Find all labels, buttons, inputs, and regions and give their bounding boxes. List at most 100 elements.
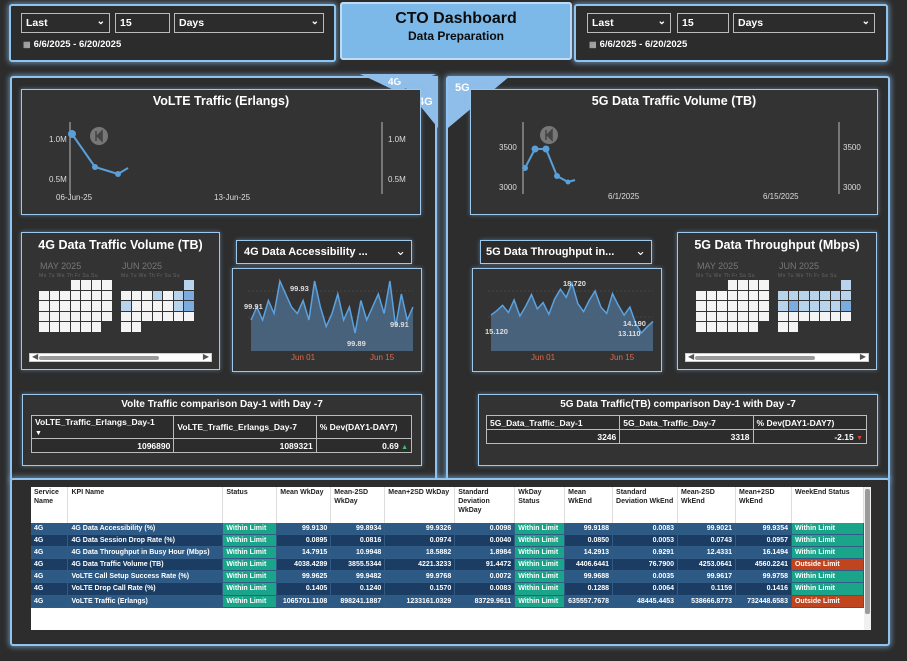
access-4g-dropdown-label: 4G Data Accessibility ... bbox=[244, 246, 368, 258]
access-4g-label-left: 99.91 bbox=[244, 302, 263, 311]
kpi-cell: 0.1570 bbox=[384, 582, 456, 596]
volte-cmp-h2[interactable]: VoLTE_Traffic_Erlangs_Day-7 bbox=[173, 415, 317, 439]
kpi-col-header[interactable]: Mean-2SD WkDay bbox=[330, 487, 386, 523]
kpi-cell: 0.0083 bbox=[454, 582, 516, 596]
fiveg-cmp-h2[interactable]: 5G_Data_Traffic_Day-7 bbox=[619, 415, 754, 430]
access-4g-x-tick-1: Jun 01 bbox=[291, 353, 316, 362]
volte-cmp-h1[interactable]: VoLTE_Traffic_Erlangs_Day-1 ▼ bbox=[30, 415, 175, 439]
kpi-cell: 4406.6441 bbox=[564, 558, 614, 572]
volte-cmp-dev: 0.69 bbox=[382, 440, 399, 451]
kpi-col-header[interactable]: Mean+2SD WkDay bbox=[384, 487, 456, 523]
table-row[interactable]: 4G VoLTE Call Setup Success Rate (%) Withi… bbox=[31, 570, 865, 584]
thru-5g-x-tick-1: Jun 01 bbox=[531, 353, 556, 362]
right-date-range[interactable]: ▦ 6/6/2025 - 6/20/2025 bbox=[589, 39, 687, 50]
kpi-cell: Within Limit bbox=[791, 523, 865, 536]
table-row[interactable]: 4G 4G Data Session Drop Rate (%) Within Li… bbox=[31, 534, 865, 548]
table-row[interactable]: 4G 4G Data Accessibility (%) Within Limit 9… bbox=[31, 523, 865, 536]
kpi-cell: Within Limit bbox=[222, 570, 278, 584]
scroll-right-icon[interactable]: ▶ bbox=[202, 352, 209, 361]
thru-5g-dropdown[interactable]: 5G Data Throughput in... ⌄ bbox=[480, 240, 652, 264]
cal-4g-may-grid bbox=[39, 280, 112, 332]
kpi-cell: 91.4472 bbox=[454, 558, 516, 572]
left-date-range-text: 6/6/2025 - 6/20/2025 bbox=[33, 39, 122, 50]
kpi-col-header[interactable]: Standard Deviation WkEnd bbox=[612, 487, 679, 523]
volte-cmp-h3[interactable]: % Dev(DAY1-DAY7) bbox=[315, 415, 413, 439]
kpi-cell: Within Limit bbox=[222, 558, 278, 572]
kpi-cell: Within Limit bbox=[514, 534, 566, 548]
kpi-col-header[interactable]: Standard Deviation WkDay bbox=[454, 487, 516, 523]
fiveg-volume-line-chart bbox=[522, 122, 840, 194]
table-row[interactable]: 4G VoLTE Drop Call Rate (%) Within Limit 0.… bbox=[31, 582, 865, 596]
calendar-icon: ▦ bbox=[23, 40, 31, 49]
left-count-value: 15 bbox=[120, 17, 132, 29]
fiveg-cmp-dev: -2.15 bbox=[834, 431, 854, 442]
fiveg-cmp-h3[interactable]: % Dev(DAY1-DAY7) bbox=[752, 415, 868, 430]
kpi-cell: Within Limit bbox=[791, 570, 865, 584]
kpi-col-header[interactable]: Status bbox=[222, 487, 278, 523]
kpi-col-header[interactable]: Mean WkDay bbox=[276, 487, 332, 523]
left-date-range[interactable]: ▦ 6/6/2025 - 6/20/2025 bbox=[23, 39, 121, 50]
sort-icon: ▼ bbox=[35, 430, 42, 437]
kpi-cell: 4G bbox=[31, 534, 69, 548]
left-period-select[interactable]: Last ⌄ bbox=[21, 13, 110, 33]
kpi-cell: 898241.1887 bbox=[330, 595, 386, 608]
kpi-cell: 1065701.1108 bbox=[276, 595, 332, 608]
right-count-input[interactable]: 15 bbox=[677, 13, 729, 33]
kpi-col-header[interactable]: WkDay Status bbox=[514, 487, 566, 523]
table-row[interactable]: 4G 4G Data Throughput in Busy Hour (Mbps)… bbox=[31, 546, 865, 560]
access-4g-dropdown[interactable]: 4G Data Accessibility ... ⌄ bbox=[236, 240, 412, 264]
cal-4g-scroll-thumb[interactable] bbox=[39, 356, 159, 360]
left-period-label: Last bbox=[26, 17, 48, 29]
kpi-cell: 4G bbox=[31, 523, 69, 536]
volte-y-left-1: 1.0M bbox=[49, 135, 67, 144]
thru-5g-area-chart bbox=[488, 280, 654, 351]
kpi-col-header[interactable]: Service Name bbox=[31, 487, 69, 523]
kpi-cell: 48445.4453 bbox=[612, 595, 679, 608]
kpi-col-header[interactable]: Mean-2SD WkEnd bbox=[677, 487, 736, 523]
kpi-col-header[interactable]: Mean WkEnd bbox=[564, 487, 614, 523]
kpi-cell: 99.9758 bbox=[735, 570, 792, 584]
kpi-cell: VoLTE Traffic (Erlangs) bbox=[67, 595, 224, 608]
fiveg-y-left-1: 3500 bbox=[499, 143, 517, 152]
scroll-left-icon[interactable]: ◀ bbox=[688, 352, 695, 361]
right-unit-select[interactable]: Days ⌄ bbox=[733, 13, 875, 33]
right-unit-label: Days bbox=[738, 17, 764, 29]
kpi-vscroll-thumb[interactable] bbox=[865, 489, 870, 614]
scroll-right-icon[interactable]: ▶ bbox=[859, 352, 866, 361]
kpi-col-header[interactable]: KPI Name bbox=[67, 487, 224, 523]
access-4g-label-right: 99.91 bbox=[390, 320, 409, 329]
fiveg-cmp-h1[interactable]: 5G_Data_Traffic_Day-1 bbox=[485, 415, 621, 430]
kpi-col-header[interactable]: WeekEnd Status bbox=[791, 487, 865, 523]
cal-5g-hscroll[interactable]: ◀ ▶ bbox=[685, 352, 869, 362]
kpi-vscroll[interactable] bbox=[864, 487, 871, 630]
cal-4g-month2: JUN 2025 bbox=[122, 261, 163, 271]
header-label: VoLTE_Traffic_Erlangs_Day-1 bbox=[35, 417, 155, 427]
volte-cmp-table: VoLTE_Traffic_Erlangs_Day-1 ▼ VoLTE_Traff… bbox=[30, 415, 413, 453]
cal-4g-hscroll[interactable]: ◀ ▶ bbox=[29, 352, 212, 362]
kpi-col-header[interactable]: Mean+2SD WkEnd bbox=[735, 487, 792, 523]
table-row[interactable]: 4G 4G Data Traffic Volume (TB) Within Limi… bbox=[31, 558, 865, 572]
kpi-cell: 0.0035 bbox=[612, 570, 679, 584]
fiveg-x-tick-2: 6/15/2025 bbox=[763, 192, 799, 201]
kpi-cell: 0.1405 bbox=[276, 582, 332, 596]
table-header-row: 5G_Data_Traffic_Day-1 5G_Data_Traffic_Da… bbox=[485, 415, 868, 430]
table-row[interactable]: 4G VoLTE Traffic (Erlangs) Within Limit 106… bbox=[31, 595, 865, 608]
left-unit-select[interactable]: Days ⌄ bbox=[174, 13, 324, 33]
kpi-cell: 99.9021 bbox=[677, 523, 736, 536]
tab-4g-label: 4G bbox=[418, 96, 433, 108]
access-4g-card: 99.91 99.93 99.89 99.91 Jun 01 Jun 15 bbox=[232, 268, 422, 372]
kpi-cell: Within Limit bbox=[514, 558, 566, 572]
kpi-cell: 12.4331 bbox=[677, 546, 736, 560]
kpi-cell: 99.9768 bbox=[384, 570, 456, 584]
right-period-select[interactable]: Last ⌄ bbox=[587, 13, 671, 33]
scroll-left-icon[interactable]: ◀ bbox=[32, 352, 39, 361]
volte-cmp-v2: 1089321 bbox=[173, 438, 317, 453]
volte-traffic-title: VoLTE Traffic (Erlangs) bbox=[152, 94, 290, 108]
kpi-cell: Outside Limit bbox=[791, 595, 865, 608]
volte-cmp-v3: 0.69 ▲ bbox=[315, 438, 413, 453]
left-count-input[interactable]: 15 bbox=[115, 13, 170, 33]
fiveg-cmp-v2: 3318 bbox=[619, 429, 754, 444]
fiveg-cmp-v3: -2.15 ▼ bbox=[752, 429, 868, 444]
trend-up-icon: ▲ bbox=[401, 443, 408, 451]
cal-5g-scroll-thumb[interactable] bbox=[695, 356, 815, 360]
